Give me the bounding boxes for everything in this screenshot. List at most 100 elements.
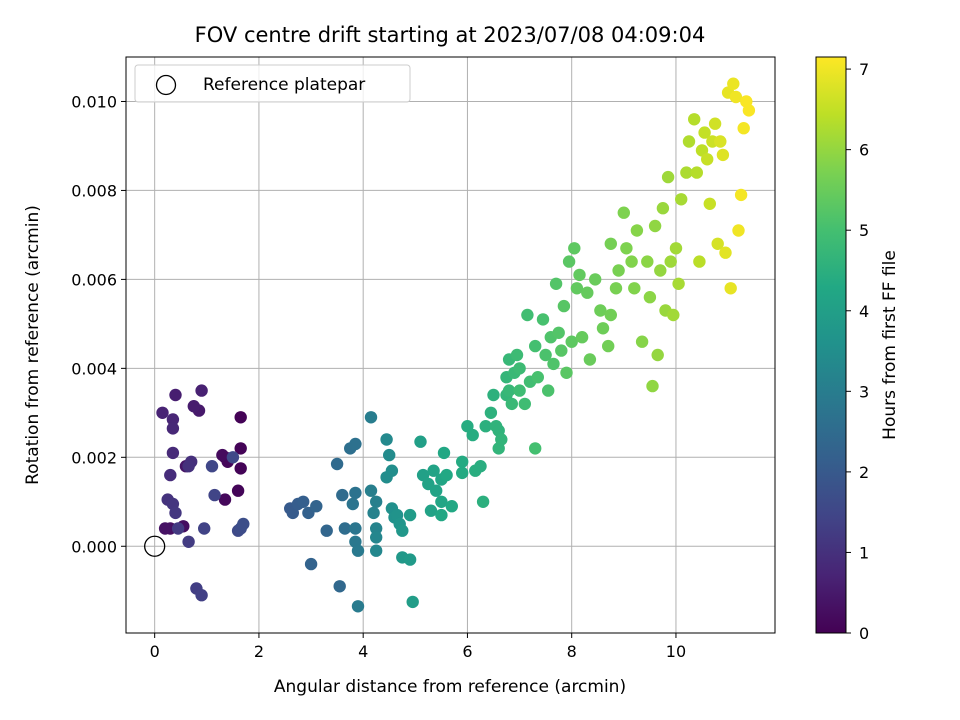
data-point — [719, 246, 732, 259]
data-point — [690, 166, 703, 179]
data-point — [742, 104, 756, 117]
data-point — [651, 348, 664, 362]
y-tick-label: 0.008 — [71, 181, 117, 200]
chart-title: FOV centre drift starting at 2023/07/08 … — [195, 23, 706, 47]
data-point — [364, 411, 378, 424]
data-point — [237, 517, 250, 531]
data-point — [466, 428, 479, 442]
x-tick-label: 10 — [666, 642, 686, 661]
data-point — [562, 255, 576, 268]
data-point — [552, 326, 565, 339]
data-point — [711, 237, 724, 250]
colorbar-tick-label: 3 — [859, 382, 869, 401]
data-point — [427, 464, 440, 477]
data-point — [521, 308, 534, 322]
data-point — [628, 282, 641, 295]
data-point — [346, 497, 359, 511]
data-point — [669, 242, 683, 255]
data-point — [383, 448, 396, 462]
data-point — [565, 335, 578, 348]
data-point — [234, 442, 247, 455]
data-point — [583, 353, 597, 366]
data-point — [187, 400, 200, 413]
data-point — [617, 206, 630, 219]
data-point — [656, 202, 670, 215]
data-point — [234, 411, 247, 424]
y-tick-label: 0.002 — [71, 448, 117, 467]
data-point — [304, 557, 318, 571]
data-point — [575, 331, 589, 344]
data-point — [620, 242, 633, 255]
data-point — [703, 197, 716, 210]
data-point — [573, 268, 586, 282]
data-point — [351, 544, 365, 557]
data-point — [169, 388, 182, 402]
data-point — [625, 255, 638, 268]
data-point — [430, 484, 443, 497]
y-tick-label: 0.006 — [71, 270, 117, 289]
data-point — [338, 522, 352, 535]
data-point — [310, 500, 323, 513]
data-point — [643, 291, 657, 304]
data-point — [513, 362, 526, 375]
data-point — [484, 406, 498, 419]
data-point — [367, 506, 380, 520]
data-point — [641, 255, 654, 268]
data-point — [435, 495, 448, 508]
y-axis-ticks: 0.000 0.002 0.004 0.006 0.008 0.010 — [71, 92, 126, 556]
data-point — [370, 495, 383, 508]
legend: Reference platepar — [134, 64, 411, 103]
data-point — [349, 437, 362, 451]
colorbar-label: Hours from first FF file — [880, 250, 900, 440]
data-point — [529, 339, 542, 353]
data-point — [479, 420, 492, 433]
data-point — [495, 433, 508, 446]
data-point — [688, 113, 701, 126]
data-point — [349, 486, 362, 500]
x-tick-label: 4 — [358, 642, 368, 661]
data-point — [698, 126, 711, 139]
data-point — [596, 322, 610, 335]
data-point — [581, 286, 594, 299]
data-point — [510, 348, 524, 362]
data-point — [518, 397, 531, 411]
data-point — [234, 462, 247, 475]
grid — [126, 57, 775, 633]
data-point — [549, 277, 563, 290]
data-point — [435, 508, 448, 522]
reference-marker — [144, 535, 166, 557]
data-point — [364, 484, 378, 497]
data-point — [406, 595, 419, 609]
x-axis-ticks: 0 2 4 6 8 10 — [150, 633, 686, 661]
colorbar-tick-label: 7 — [859, 60, 869, 79]
data-point — [513, 384, 526, 397]
data-point — [542, 384, 555, 397]
x-tick-label: 2 — [254, 642, 264, 661]
data-point — [675, 193, 688, 206]
data-point — [714, 135, 727, 148]
data-point — [727, 77, 740, 90]
data-point — [664, 255, 677, 268]
colorbar-tick-label: 5 — [859, 221, 869, 240]
data-point — [330, 457, 344, 471]
data-point — [476, 495, 490, 508]
data-point — [701, 153, 714, 166]
x-tick-label: 8 — [567, 642, 577, 661]
data-point — [693, 255, 706, 268]
data-point — [218, 493, 232, 506]
data-point — [682, 135, 696, 148]
data-point — [182, 535, 195, 548]
data-point — [164, 468, 177, 482]
data-point — [602, 339, 615, 353]
data-point — [456, 455, 469, 468]
data-point — [474, 460, 487, 473]
data-point — [440, 468, 453, 482]
data-point — [370, 544, 383, 557]
data-point — [208, 488, 221, 502]
data-point — [461, 420, 474, 433]
data-point — [156, 406, 169, 419]
data-point — [226, 451, 240, 464]
data-point — [505, 397, 518, 411]
data-point — [231, 484, 245, 497]
data-point — [396, 524, 409, 537]
